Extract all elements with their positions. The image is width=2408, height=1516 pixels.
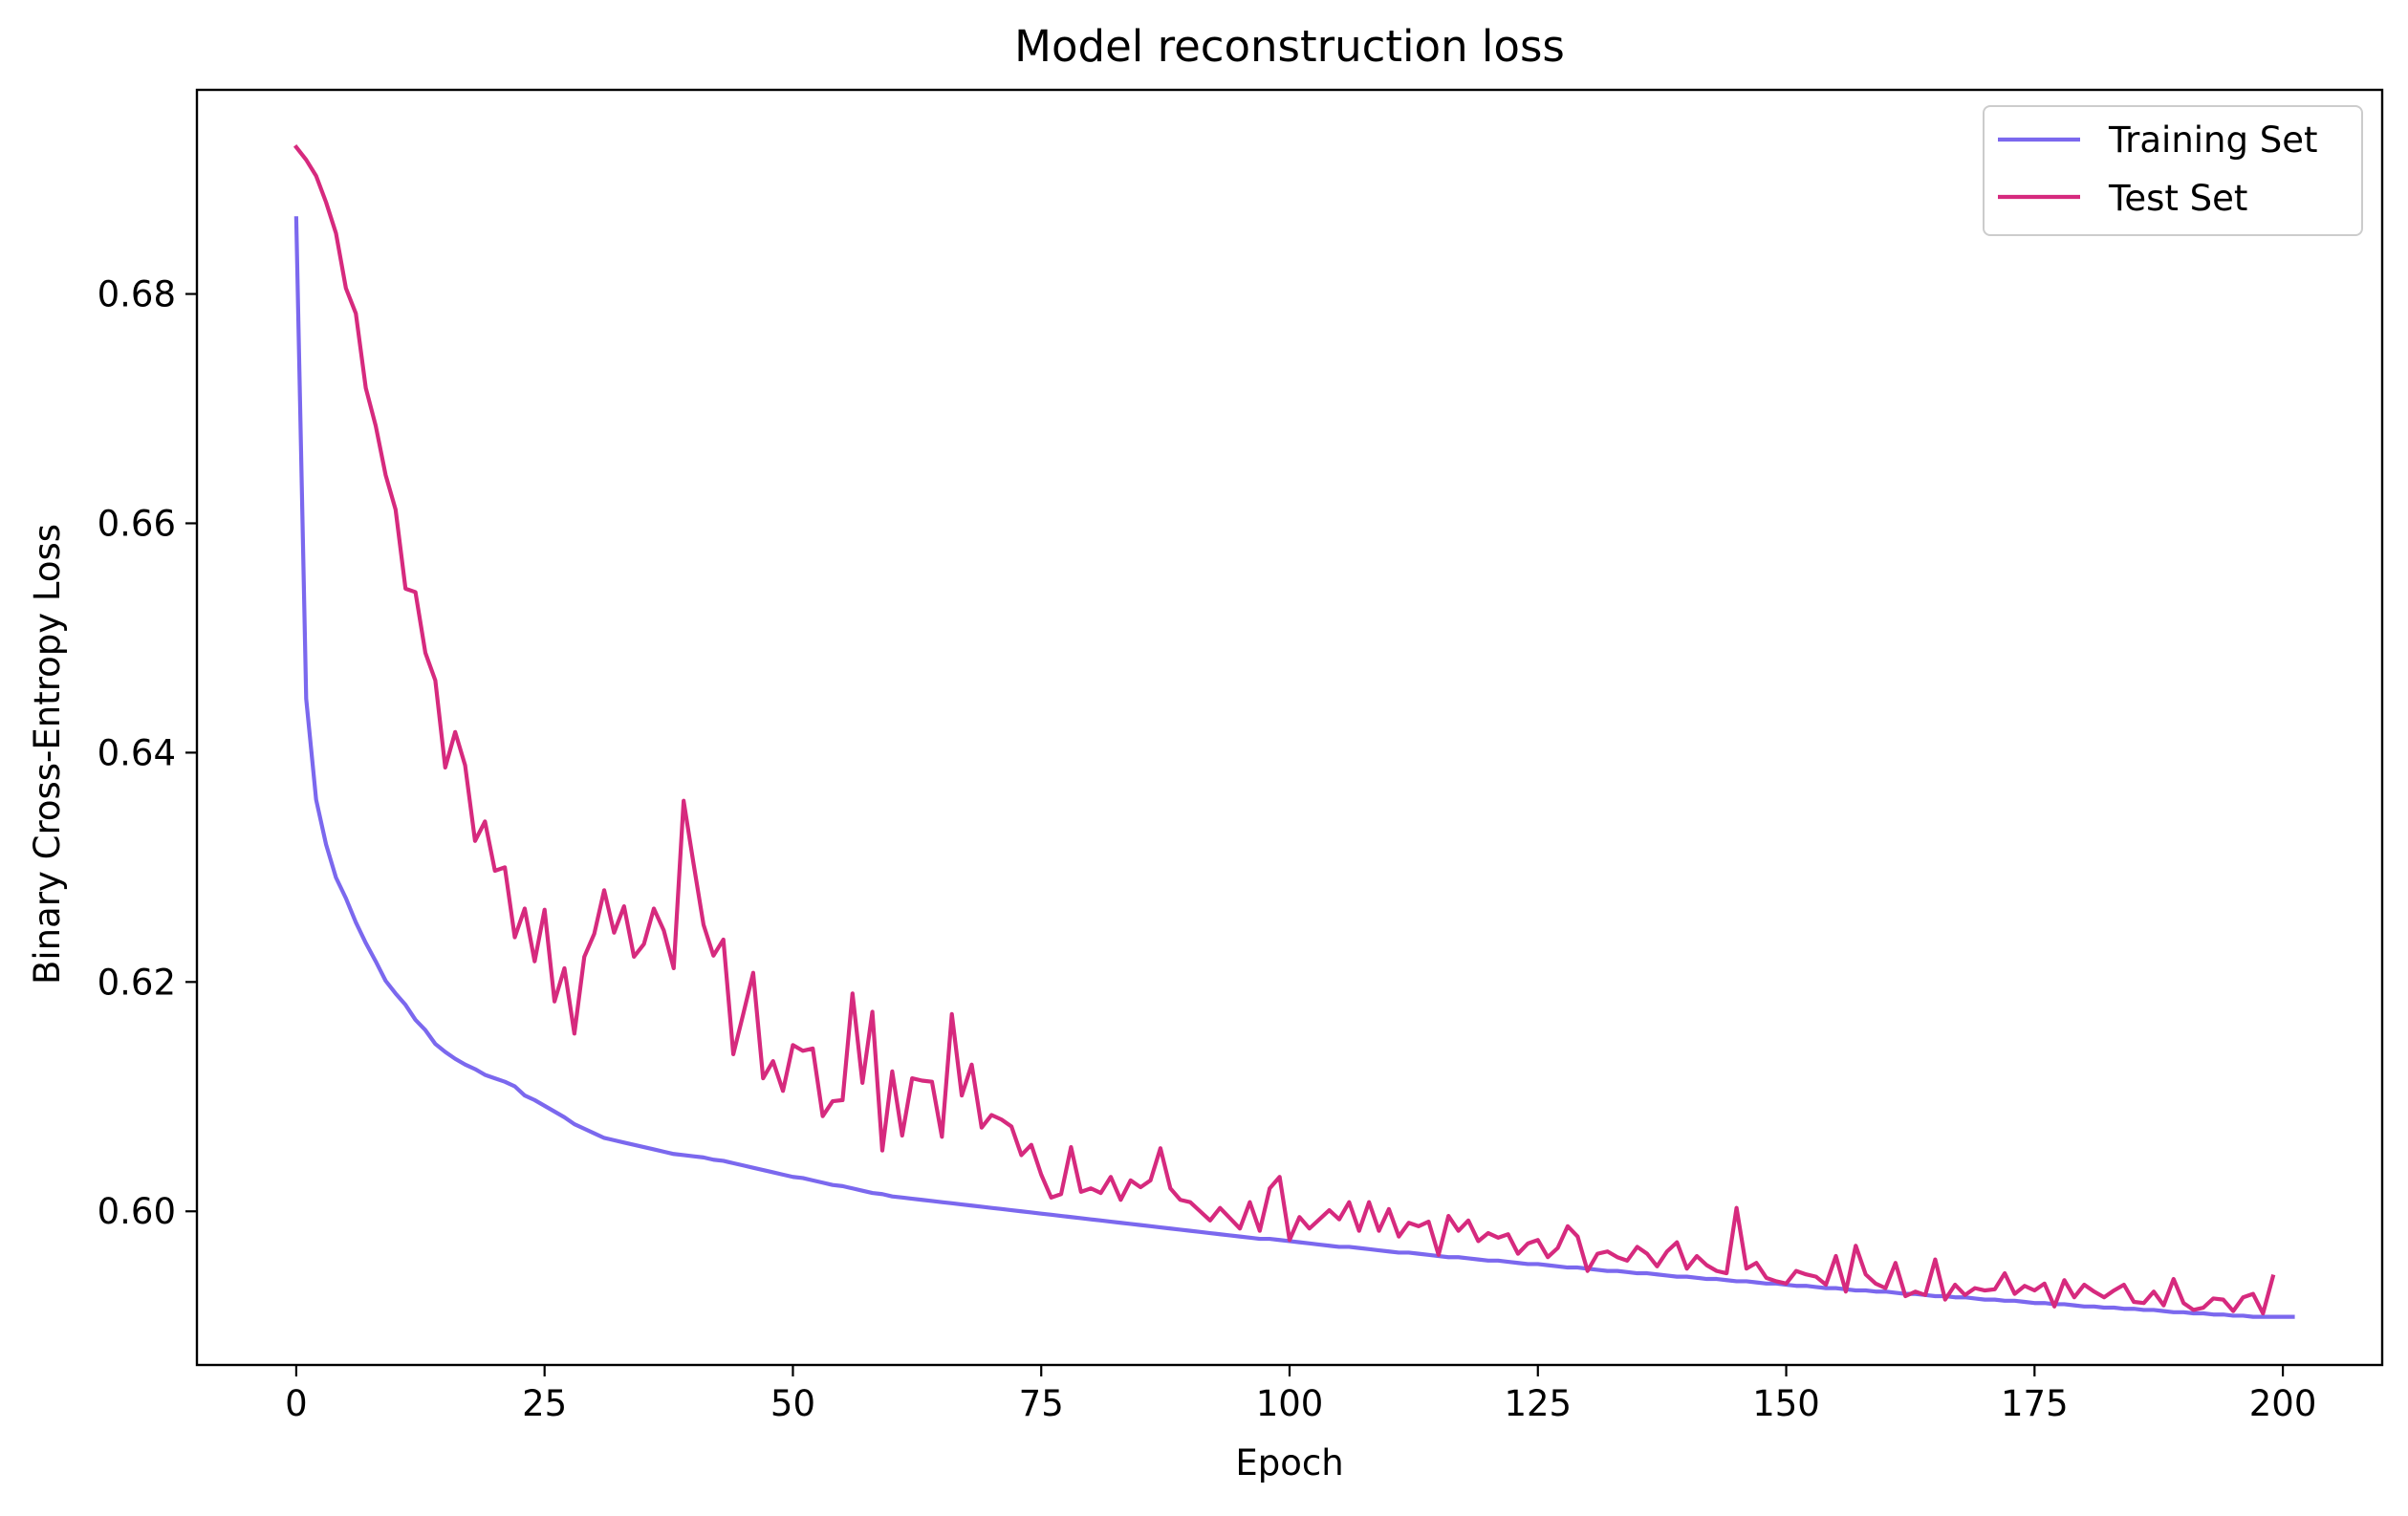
legend-label-test-set: Test Set (2108, 178, 2247, 219)
chart-title: Model reconstruction loss (1014, 21, 1565, 72)
x-tick-label: 200 (2249, 1383, 2317, 1424)
y-tick-label: 0.64 (98, 732, 176, 773)
x-tick-label: 150 (1752, 1383, 1820, 1424)
x-tick-label: 75 (1019, 1383, 1064, 1424)
x-axis-label: Epoch (1235, 1442, 1343, 1484)
y-axis-ticks: 0.60 0.62 0.64 0.66 0.68 (98, 274, 197, 1232)
y-tick-label: 0.60 (98, 1191, 176, 1232)
x-tick-label: 100 (1256, 1383, 1324, 1424)
y-tick-label: 0.66 (98, 503, 176, 544)
x-tick-label: 175 (2001, 1383, 2069, 1424)
legend-label-training-set: Training Set (2108, 119, 2318, 161)
x-tick-label: 0 (285, 1383, 308, 1424)
y-tick-label: 0.68 (98, 274, 176, 315)
series-line-test-set (293, 144, 2276, 1316)
y-axis-label: Binary Cross-Entropy Loss (27, 524, 68, 985)
x-tick-label: 125 (1504, 1383, 1572, 1424)
series-line-training-set (293, 216, 2295, 1319)
plot-frame (195, 88, 2384, 1367)
legend: Training Set Test Set (1983, 105, 2363, 236)
x-tick-label: 50 (770, 1383, 815, 1424)
series-layer (293, 144, 2295, 1319)
y-tick-label: 0.62 (98, 962, 176, 1003)
x-axis-ticks: 0 25 50 75 100 125 150 175 200 (285, 1365, 2316, 1424)
x-tick-label: 25 (522, 1383, 567, 1424)
